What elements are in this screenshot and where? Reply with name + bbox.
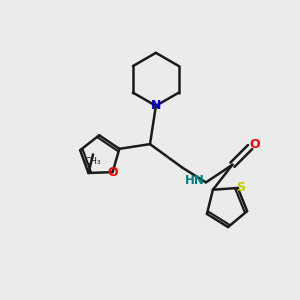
Text: S: S — [236, 182, 245, 194]
Text: CH₃: CH₃ — [85, 157, 101, 166]
Text: N: N — [151, 99, 161, 112]
Text: O: O — [107, 166, 118, 178]
Text: HN: HN — [184, 174, 205, 188]
Text: O: O — [249, 138, 260, 151]
